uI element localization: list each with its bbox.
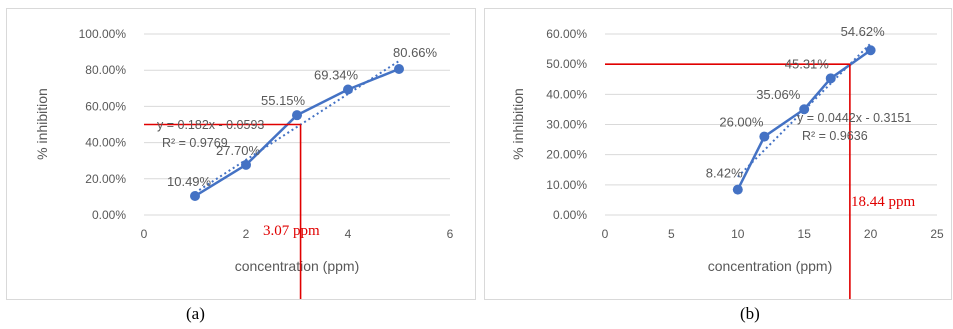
data-label: 69.34% xyxy=(314,67,359,82)
y-tick-label: 20.00% xyxy=(85,172,126,186)
x-tick-label: 5 xyxy=(668,227,675,241)
y-tick-label: 50.00% xyxy=(546,57,587,71)
ic50-label: 3.07 ppm xyxy=(263,223,320,239)
data-point xyxy=(292,110,302,121)
y-tick-label: 40.00% xyxy=(546,87,587,101)
x-tick-label: 20 xyxy=(864,227,878,241)
x-tick-label: 0 xyxy=(602,227,609,241)
y-tick-label: 20.00% xyxy=(546,148,587,162)
x-axis-title: concentration (ppm) xyxy=(708,258,833,274)
data-label: 80.66% xyxy=(393,45,438,60)
y-axis-title: % inhibition xyxy=(510,88,526,160)
chart-panel-b: 0.00% 10.00% 20.00% 30.00% 40.00% 50.00% 60.00… xyxy=(484,8,952,300)
data-point xyxy=(343,84,353,95)
y-tick-label: 30.00% xyxy=(546,118,587,132)
y-tick-label: 40.00% xyxy=(85,136,126,150)
data-label: 10.49% xyxy=(167,174,212,189)
caption-a: (a) xyxy=(186,304,205,323)
data-label: 45.31% xyxy=(785,56,830,71)
y-tick-label: 0.00% xyxy=(92,208,126,222)
data-label: 54.62% xyxy=(841,24,886,39)
x-tick-label: 15 xyxy=(798,227,812,241)
x-tick-label: 25 xyxy=(930,227,944,241)
x-tick-label: 6 xyxy=(447,227,454,241)
data-point xyxy=(241,159,251,170)
chart-b-svg: 0.00% 10.00% 20.00% 30.00% 40.00% 50.00% 60.00… xyxy=(510,24,944,299)
y-tick-label: 10.00% xyxy=(546,178,587,192)
trendline xyxy=(194,60,400,194)
chart-panel-a: 0.00% 20.00% 40.00% 60.00% 80.00% 100.00% 0 2 4 6… xyxy=(6,8,476,300)
trendline-equation: y = 0.0442x - 0.3151 xyxy=(797,111,911,125)
data-label: 55.15% xyxy=(261,93,306,108)
data-label: 35.06% xyxy=(756,87,801,102)
caption-b: (b) xyxy=(740,304,760,323)
x-axis-title: concentration (ppm) xyxy=(235,258,360,274)
data-point xyxy=(190,191,200,202)
data-point xyxy=(394,64,404,75)
trendline-equation: y = 0.182x - 0.0593 xyxy=(157,118,264,132)
data-point xyxy=(799,104,810,115)
y-tick-label: 100.00% xyxy=(79,27,127,41)
data-label: 8.42% xyxy=(706,166,743,181)
y-tick-label: 60.00% xyxy=(85,99,126,113)
data-point xyxy=(865,45,876,56)
data-label: 27.70% xyxy=(216,143,261,158)
data-label: 26.00% xyxy=(719,115,764,130)
ic50-label: 18.44 ppm xyxy=(851,194,916,210)
y-tick-label: 80.00% xyxy=(85,63,126,77)
y-tick-label: 60.00% xyxy=(546,27,587,41)
data-point xyxy=(732,184,743,195)
trendline-r2: R² = 0.9636 xyxy=(802,129,868,143)
x-tick-label: 4 xyxy=(345,227,352,241)
x-tick-label: 0 xyxy=(141,227,148,241)
y-axis-title: % inhibition xyxy=(34,88,50,160)
y-tick-label: 0.00% xyxy=(553,208,587,222)
chart-a-svg: 0.00% 20.00% 40.00% 60.00% 80.00% 100.00% 0 2 4 6… xyxy=(34,27,454,299)
x-tick-label: 10 xyxy=(731,227,745,241)
x-tick-label: 2 xyxy=(243,227,250,241)
trendline-r2: R² = 0.9769 xyxy=(162,136,228,150)
data-point xyxy=(759,131,770,142)
data-point xyxy=(825,73,836,84)
series-line xyxy=(194,67,400,198)
